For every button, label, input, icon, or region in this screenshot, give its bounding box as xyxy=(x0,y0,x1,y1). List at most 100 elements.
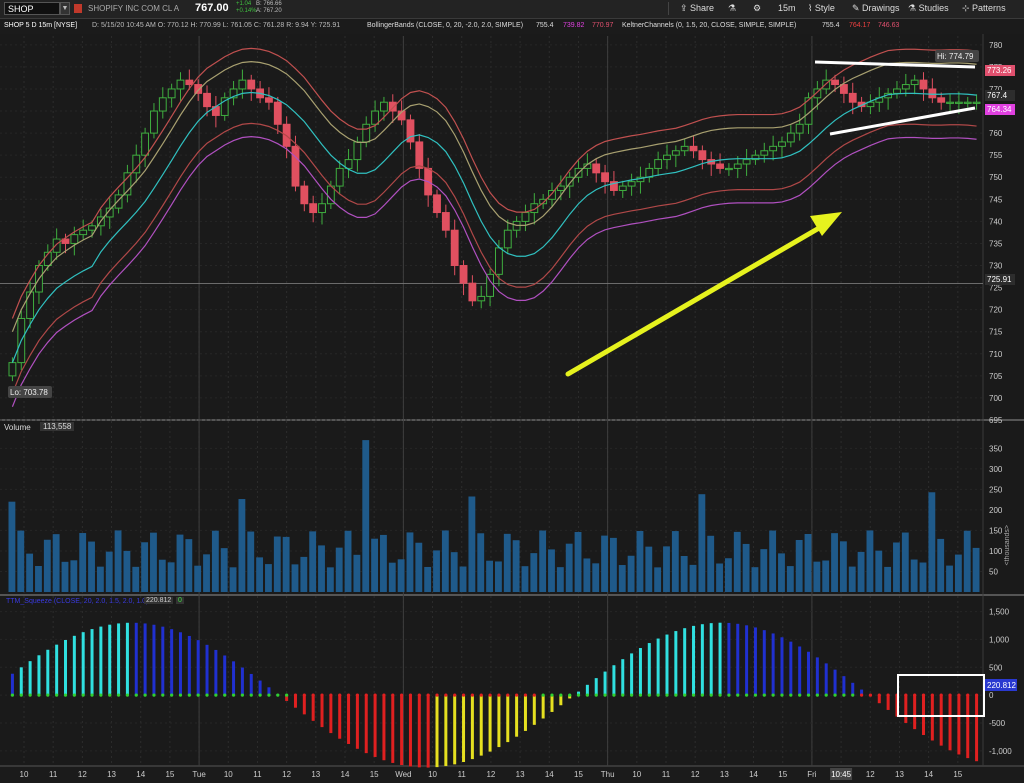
style-button[interactable]: ⌇ Style xyxy=(808,2,835,15)
time-axis-label: 11 xyxy=(458,770,467,779)
squeeze-histogram-bar xyxy=(329,695,333,734)
trend-arrow-head xyxy=(810,212,842,236)
candle-body xyxy=(556,185,565,191)
squeeze-dot xyxy=(435,693,439,697)
squeeze-histogram-bar xyxy=(178,632,182,696)
squeeze-histogram-bar xyxy=(515,695,519,737)
squeeze-histogram-bar xyxy=(267,687,271,696)
squeeze-dot xyxy=(576,693,581,697)
squeeze-dot xyxy=(727,693,731,697)
volume-bar xyxy=(680,555,688,592)
price-axis-tag xyxy=(985,90,1015,101)
squeeze-dot xyxy=(559,693,563,697)
volume-bar xyxy=(150,532,157,592)
price-axis-tick: 695 xyxy=(989,416,1003,425)
beaker-icon: ⚗ xyxy=(728,3,737,13)
studies-button[interactable]: ⚗ Studies xyxy=(908,2,949,15)
squeeze-histogram-bar xyxy=(745,625,749,696)
volume-bar xyxy=(716,563,723,592)
squeeze-histogram-bar xyxy=(46,649,50,696)
price-axis-tick: 705 xyxy=(989,372,1003,381)
volume-bar xyxy=(875,550,883,592)
time-axis-label: Wed xyxy=(395,770,411,779)
time-axis-label: 15 xyxy=(574,770,583,779)
squeeze-dot xyxy=(568,693,572,697)
symbol-dropdown-button[interactable]: ▼ xyxy=(60,2,70,15)
squeeze-dot xyxy=(329,693,333,697)
squeeze-dot xyxy=(214,693,218,697)
volume-bar xyxy=(300,556,308,592)
volume-bar xyxy=(335,547,343,592)
volume-bar xyxy=(265,564,272,592)
time-axis-label: Tue xyxy=(192,770,206,779)
squeeze-dot xyxy=(178,693,183,697)
squeeze-dot xyxy=(46,693,50,697)
volume-label: Volume xyxy=(4,423,31,432)
volume-bar xyxy=(415,542,423,592)
squeeze-dot xyxy=(647,693,651,697)
squeeze-histogram-bar xyxy=(205,644,209,696)
squeeze-histogram-bar xyxy=(860,689,864,696)
squeeze-dot xyxy=(939,693,943,697)
squeeze-histogram-bar xyxy=(382,695,386,761)
patterns-button[interactable]: ⊹ Patterns xyxy=(962,2,1006,15)
squeeze-dot xyxy=(842,693,846,697)
squeeze-dot xyxy=(594,693,598,697)
drawings-button[interactable]: ✎ Drawings xyxy=(852,2,900,15)
squeeze-dot xyxy=(417,693,421,697)
candle-body xyxy=(910,79,919,86)
candle-body xyxy=(565,176,574,187)
squeeze-dot xyxy=(444,693,448,697)
keltner-label[interactable]: KeltnerChannels (0, 1.5, 20, CLOSE, SIMP… xyxy=(622,22,797,29)
share-button[interactable]: ⇪ Share xyxy=(680,2,714,15)
squeeze-dot xyxy=(780,693,784,697)
volume-bar xyxy=(786,566,794,592)
beaker-button[interactable]: ⚗ xyxy=(728,2,736,15)
squeeze-dot xyxy=(736,693,740,697)
time-axis-label: 12 xyxy=(486,770,495,779)
alert-square-icon[interactable] xyxy=(74,4,82,13)
toolbar-separator xyxy=(668,2,669,15)
candle-body xyxy=(601,172,609,183)
squeeze-dot xyxy=(152,693,156,697)
squeeze-histogram-bar xyxy=(736,623,740,696)
squeeze-dot xyxy=(789,693,793,697)
squeeze-histogram-bar xyxy=(727,622,731,696)
squeeze-histogram-bar xyxy=(364,695,368,754)
volume-bar xyxy=(946,565,953,592)
squeeze-histogram-bar xyxy=(523,695,527,731)
volume-bar xyxy=(831,533,838,592)
bollinger-label[interactable]: BollingerBands (CLOSE, 0, 20, -2.0, 2.0,… xyxy=(367,22,524,29)
squeeze-dot xyxy=(364,693,368,697)
keltner-value-mid: 755.4 xyxy=(822,22,840,29)
price-axis-tick: 750 xyxy=(989,173,1003,182)
squeeze-value: 220.812 xyxy=(144,597,174,604)
squeeze-dot xyxy=(161,693,165,697)
volume-bar xyxy=(238,499,246,592)
squeeze-dot xyxy=(771,693,775,697)
squeeze-histogram-bar xyxy=(81,632,85,696)
volume-bar xyxy=(441,530,449,592)
symbol-input[interactable]: SHOP xyxy=(4,2,60,15)
volume-axis-tick: 150 xyxy=(989,526,1003,535)
squeeze-dot xyxy=(302,693,306,697)
squeeze-dot xyxy=(338,693,342,697)
price-axis-tag xyxy=(985,104,1015,115)
squeeze-dot xyxy=(824,693,828,697)
timeframe-button[interactable]: 15m xyxy=(778,3,796,13)
ohlc-info: D: 5/15/20 10:45 AM O: 770.12 H: 770.99 … xyxy=(92,22,341,29)
volume-bar xyxy=(839,541,847,592)
squeeze-histogram-bar xyxy=(683,628,687,696)
squeeze-dot xyxy=(948,693,952,697)
squeeze-value-tag xyxy=(985,679,1017,691)
time-axis-label: 14 xyxy=(136,770,145,779)
time-axis-label: 13 xyxy=(516,770,525,779)
squeeze-histogram-bar xyxy=(214,649,218,696)
time-axis-label: 14 xyxy=(924,770,933,779)
squeeze-histogram-bar xyxy=(886,695,890,710)
settings-button[interactable]: ⚙ xyxy=(753,2,761,15)
volume-bar xyxy=(530,553,538,592)
squeeze-dot xyxy=(523,693,528,697)
volume-bar xyxy=(724,558,732,592)
